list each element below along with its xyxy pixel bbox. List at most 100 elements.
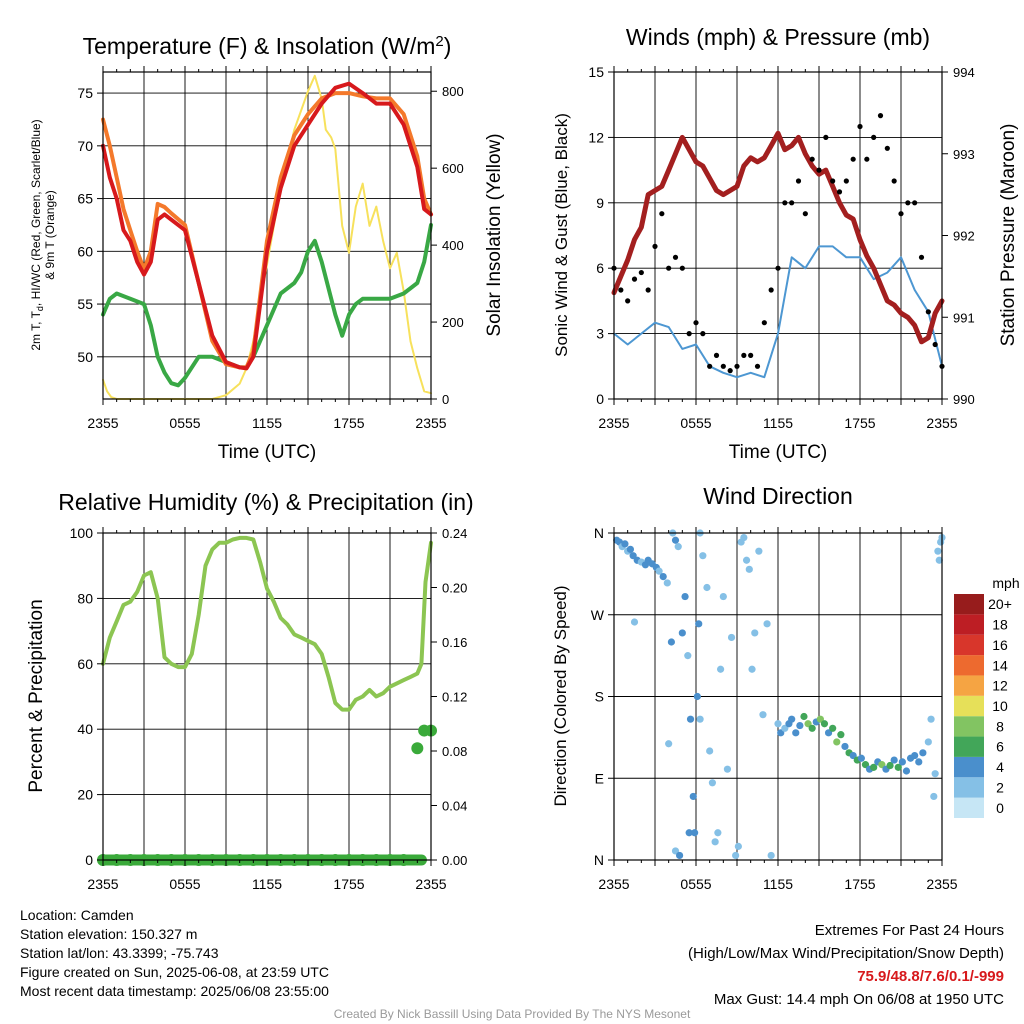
direction-point <box>655 567 663 575</box>
gust-point <box>912 200 918 206</box>
temperature-x-axis-label: Time (UTC) <box>218 442 317 463</box>
station-location: Location: Camden <box>20 907 134 923</box>
direction-point <box>924 738 932 746</box>
y-tick-label: E <box>595 770 604 786</box>
x-tick-label: 2355 <box>415 876 446 892</box>
colorbar-label: 2 <box>996 779 1004 795</box>
direction-point <box>870 763 878 771</box>
y2-tick-label: 0.24 <box>442 526 467 541</box>
extremes-box: Extremes For Past 24 Hours (High/Low/Max… <box>688 919 1004 1011</box>
gust-point <box>891 178 897 184</box>
gust-point <box>672 254 679 260</box>
direction-point <box>630 618 639 626</box>
direction-point <box>667 638 676 646</box>
gust-point <box>775 265 781 271</box>
y2-tick-label: 600 <box>442 161 464 176</box>
colorbar-swatch <box>954 655 984 676</box>
station-info: Location: Camden Station elevation: 150.… <box>20 906 329 1001</box>
max-gust: Max Gust: 14.4 mph On 06/08 at 1950 UTC <box>713 991 1004 1008</box>
gust-point <box>809 156 815 162</box>
gust-point <box>625 298 631 304</box>
gust-point <box>720 363 726 369</box>
colorbar-label: 4 <box>996 759 1004 775</box>
y2-tick-label: 993 <box>953 147 975 162</box>
colorbar-swatch <box>954 695 984 717</box>
y2-tick-label: 0.20 <box>442 581 467 596</box>
gust-point <box>871 134 877 140</box>
wind-direction-panel: Wind Direction 2355 0555 1155 1755 2355 N W S E N… <box>551 483 1020 892</box>
direction-point <box>684 652 692 660</box>
y2-tick-label: 800 <box>442 84 464 99</box>
extremes-subtitle: (High/Low/Max Wind/Precipitation/Snow De… <box>688 945 1004 962</box>
gust-point <box>918 254 925 260</box>
y2-tick-label: 991 <box>953 310 975 325</box>
gust-point <box>652 243 658 249</box>
y-tick-label: 9 <box>596 195 604 211</box>
x-tick-label: 2355 <box>415 415 446 431</box>
direction-point <box>751 629 759 637</box>
gust-point <box>631 276 638 282</box>
gust-point <box>830 178 836 184</box>
y-tick-label: 0 <box>596 391 604 407</box>
direction-point <box>740 533 748 542</box>
gust-point <box>754 363 761 369</box>
direction-point <box>671 536 680 544</box>
x-tick-label: 1755 <box>333 415 364 431</box>
wind-panel-title: Winds (mph) & Pressure (mb) <box>626 24 930 50</box>
speed-colorbar: 0 2 4 6 8 10 12 14 16 18 20+ <box>954 594 1012 818</box>
x-tick-label: 2355 <box>926 876 957 892</box>
direction-point <box>857 754 865 762</box>
x-tick-label: 0555 <box>169 876 200 892</box>
y2-tick-label: 992 <box>953 229 975 244</box>
gust-point <box>898 211 904 217</box>
gust-point <box>700 331 706 337</box>
y2-tick-label: 0.12 <box>442 690 467 705</box>
y2-tick-label: 0.08 <box>442 744 467 759</box>
colorbar-label: 10 <box>992 698 1008 714</box>
wind-direction-panel-title: Wind Direction <box>703 483 853 509</box>
direction-point <box>663 579 671 587</box>
recent-data-timestamp: Most recent data timestamp: 2025/06/08 2… <box>20 983 329 999</box>
y2-tick-label: 0.04 <box>442 799 467 814</box>
gust-point <box>795 178 802 184</box>
gust-point <box>748 352 754 358</box>
y2-tick-label: 0.16 <box>442 635 467 650</box>
gust-point <box>877 113 884 119</box>
wind-x-axis-label: Time (UTC) <box>729 442 828 463</box>
x-tick-label: 2355 <box>87 876 118 892</box>
extremes-values: 75.9/48.8/7.6/0.1/-999 <box>857 968 1004 985</box>
x-tick-label: 2355 <box>87 415 118 431</box>
wind-left-axis-label: Sonic Wind & Gust (Blue, Black) <box>552 113 571 357</box>
direction-point <box>788 715 796 723</box>
wind-panel: Winds (mph) & Pressure (mb) 2355 0555 1155… <box>552 24 1019 463</box>
y-tick-label: 3 <box>596 326 604 342</box>
gust-point <box>679 265 685 271</box>
direction-point <box>890 756 898 764</box>
gust-point <box>741 352 747 358</box>
gust-point <box>816 167 822 173</box>
temperature-ticks: 2355 0555 1155 1755 2355 50 55 60 65 70 75 0 200 400 6… <box>77 66 464 431</box>
y-tick-label: 0 <box>85 852 93 868</box>
y-tick-label: 50 <box>77 349 93 365</box>
direction-point <box>686 715 695 723</box>
y-tick-label: S <box>595 689 604 705</box>
temperature-panel: Temperature (F) & Insolation (W/m2) 2355… <box>29 33 505 463</box>
wind-right-axis-label: Station Pressure (Maroon) <box>998 124 1019 347</box>
y-tick-label: 12 <box>588 129 604 145</box>
y2-tick-label: 0.00 <box>442 853 467 868</box>
colorbar-swatch <box>954 675 984 696</box>
colorbar-swatch <box>954 716 984 737</box>
x-tick-label: 1155 <box>252 415 282 431</box>
y-tick-label: 100 <box>70 525 94 541</box>
colorbar-swatch <box>954 736 984 757</box>
x-tick-label: 1155 <box>763 415 793 431</box>
direction-point <box>837 731 845 739</box>
temperature-right-axis-label: Solar Insolation (Yellow) <box>484 133 505 336</box>
direction-point <box>706 747 714 755</box>
direction-point <box>800 712 808 721</box>
humidity-panel: Relative Humidity (%) & Precipitation (i… <box>26 489 474 892</box>
direction-point <box>774 720 782 728</box>
direction-point <box>696 715 704 723</box>
direction-point <box>935 556 943 564</box>
x-tick-label: 1755 <box>844 876 875 892</box>
